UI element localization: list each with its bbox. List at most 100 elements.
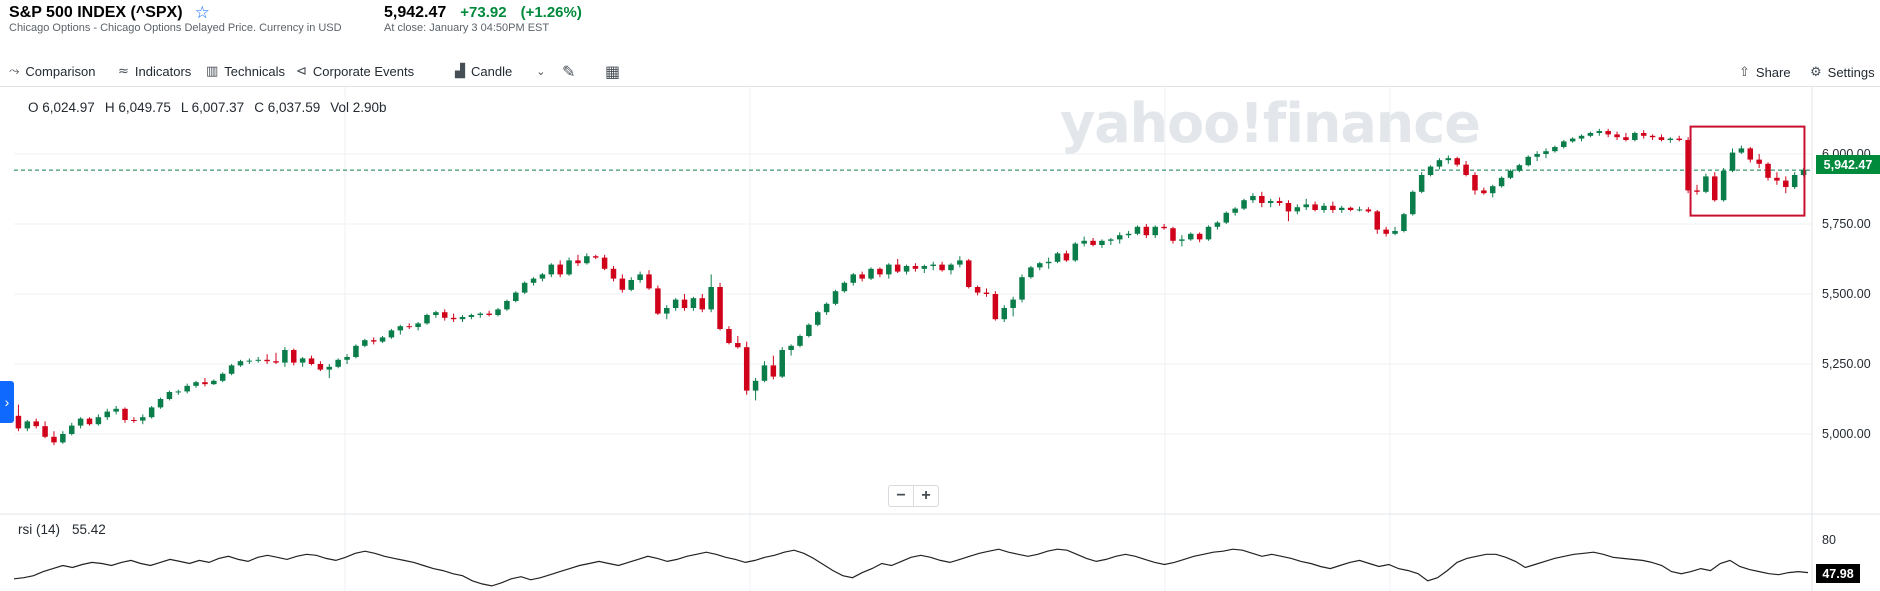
candle-body [948,264,954,271]
candle-body [1436,160,1443,167]
candle-body [1703,176,1709,192]
candle-body [779,350,785,377]
share-button[interactable]: ⇧ Share [1739,59,1791,85]
candle-body [1569,138,1576,142]
candle-body [566,260,572,275]
candle-body [1427,166,1434,175]
draw-tool-button[interactable]: ✎ [562,58,575,84]
candle-body [299,358,306,363]
zoom-out-button[interactable]: − [896,487,906,504]
rsi-value: 55.42 [72,522,106,537]
ohlc-volume: Vol 2.90b [330,100,387,115]
candle-body [175,391,182,393]
quote-price-row: 5,942.47 +73.92 (+1.26%) [384,4,582,22]
candle-body [60,434,66,443]
candle-body [51,436,57,443]
candle-body [788,345,794,350]
comparison-button[interactable]: ⤳ Comparison [9,58,96,84]
candle-body [1756,159,1762,164]
candle-body [886,264,892,275]
calculator-icon: ▦ [605,61,621,81]
star-icon[interactable]: ☆ [194,3,210,22]
candle-body [1116,235,1123,240]
candle-body [983,292,990,294]
candle-body [1614,134,1620,138]
candle-body [1179,239,1185,241]
candle-body [1037,263,1043,268]
candle-body [326,366,333,370]
candle-body [477,313,484,315]
indicators-button[interactable]: ≈ Indicators [118,58,191,84]
candle-body [912,266,919,269]
corporate-events-button[interactable]: ⊲ Corporate Events [296,58,414,84]
candle-body [86,418,93,425]
price-tick-label: 5,500.00 [1822,287,1871,301]
candle-body [637,274,643,280]
settings-button[interactable]: ⚙ Settings [1810,59,1875,85]
candle-body [1081,240,1087,244]
candle-body [1356,209,1363,211]
ohlc-high: H 6,049.75 [104,100,171,115]
candle-body [344,357,350,360]
candle-body [433,312,439,315]
candle-body [664,308,670,314]
candle-body [406,326,412,328]
candle-body [610,268,617,279]
calculator-button[interactable]: ▦ [605,58,620,84]
candle-body [1463,164,1469,175]
candle-body [1001,308,1008,320]
candle-body [1543,151,1549,154]
candle-body [681,299,688,308]
comparison-label: Comparison [25,63,96,79]
candle-body [68,425,75,434]
candle-body [628,280,634,290]
zoom-in-button[interactable]: + [913,486,938,506]
candle-body [202,382,208,385]
candle-body [113,408,119,412]
price-tick-label: 5,750.00 [1822,217,1871,231]
candle-body [1667,138,1674,140]
candle-body [504,301,510,310]
candle-body [1410,191,1416,215]
candle-body [1205,226,1212,240]
candle-body [850,274,857,283]
candle-body [193,382,199,386]
candle-body [1285,203,1292,212]
technicals-button[interactable]: ▥ Technicals [206,58,285,84]
candle-body [104,411,111,418]
indicators-icon: ≈ [118,63,129,79]
candle-body [1481,190,1487,194]
rsi-line [13,548,1809,587]
ohlc-low: L 6,007.37 [180,100,245,115]
yahoo-finance-watermark: yahoo!finance [1060,92,1481,155]
candle-body [699,298,706,310]
candle-body [921,266,928,269]
candle-body [1578,135,1585,139]
candle-body [894,264,901,272]
candle-body [273,361,279,363]
candle-body [974,287,981,293]
comparison-icon: ⤳ [9,63,20,79]
candle-body [131,420,137,421]
candle-body [1418,175,1425,192]
price-chart[interactable]: 5,000.005,250.005,500.005,750.006,000.00… [0,87,1880,591]
candle-body [459,316,466,320]
candle-body [655,288,661,314]
candle-body [255,359,261,361]
candle-body [1028,267,1034,278]
candle-body [1685,140,1691,191]
candle-body [1383,229,1389,234]
chart-type-dropdown[interactable]: ▟ Candle ⌄ [455,58,545,84]
candle-body [166,392,173,399]
ohlc-readout: O 6,024.97 H 6,049.75 L 6,007.37 C 6,037… [28,100,387,115]
candle-body [1347,207,1354,210]
technicals-label: Technicals [224,63,285,79]
expand-panel-button[interactable]: › [0,381,14,423]
candle-body [219,373,226,381]
current-price-tag: 5,942.47 [1816,155,1880,174]
candle-body [814,312,821,325]
candle-body [424,315,430,324]
candle-body [1640,133,1647,136]
candle-body [415,323,421,328]
symbol-title: S&P 500 INDEX (^SPX) [9,4,183,21]
